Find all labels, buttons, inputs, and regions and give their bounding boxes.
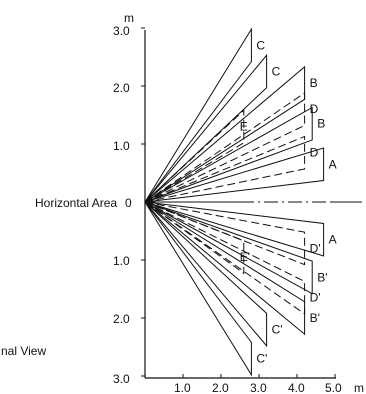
zone-outline-15 bbox=[144, 201, 252, 377]
x-tick-label-3: 3.0 bbox=[250, 381, 267, 394]
y-tick-label-upper-1: 1.0 bbox=[113, 139, 130, 153]
zone-label-1: C bbox=[272, 65, 281, 79]
zone-outline-12 bbox=[144, 201, 306, 315]
zone-outline-13 bbox=[144, 201, 306, 336]
zone-outline-2 bbox=[144, 65, 306, 203]
zone-label-5: E bbox=[240, 120, 248, 134]
zone-label-10: D' bbox=[310, 241, 321, 255]
zone-label-12: D' bbox=[310, 291, 321, 305]
y-tick-label-upper-2: 2.0 bbox=[113, 81, 130, 95]
zone-outline-11 bbox=[144, 201, 313, 295]
zone-outline-5 bbox=[144, 109, 245, 203]
side-view-caption: nal View bbox=[1, 344, 46, 358]
x-tick-label-1: 1.0 bbox=[174, 381, 191, 394]
zone-label-11: B' bbox=[317, 270, 327, 284]
x-axis-unit: m bbox=[354, 381, 364, 394]
y-tick-label-upper-3: 3.0 bbox=[113, 24, 130, 38]
zone-label-0: C bbox=[256, 38, 265, 52]
zone-label-4: B bbox=[317, 117, 325, 131]
zone-label-14: C' bbox=[272, 323, 283, 337]
zone-label-3: D bbox=[310, 102, 319, 116]
y-tick-label-lower-3: 3.0 bbox=[113, 372, 130, 386]
zone-label-15: C' bbox=[256, 352, 267, 366]
zone-outline-6 bbox=[144, 135, 306, 203]
x-tick-marks bbox=[182, 374, 336, 378]
zone-outline-10 bbox=[144, 201, 306, 266]
origin-label: 0 bbox=[125, 196, 132, 210]
x-tick-label-2: 2.0 bbox=[212, 381, 229, 394]
y-axis-unit: m bbox=[124, 11, 134, 25]
zone-label-6: D bbox=[310, 146, 319, 160]
zone-label-2: B bbox=[310, 76, 318, 90]
y-tick-marks bbox=[141, 27, 145, 377]
horizontal-area-label: Horizontal Area bbox=[35, 196, 117, 210]
y-tick-label-lower-2: 2.0 bbox=[113, 312, 130, 326]
zone-label-7: A bbox=[329, 157, 337, 171]
x-tick-label-5: 5.0 bbox=[325, 381, 342, 394]
zone-label-8: A bbox=[329, 233, 337, 247]
zone-outline-0 bbox=[144, 27, 252, 203]
zone-outline-7 bbox=[144, 147, 325, 203]
y-tick-label-lower-1: 1.0 bbox=[113, 254, 130, 268]
zone-outline-3 bbox=[144, 92, 306, 203]
zone-outline-1 bbox=[144, 53, 268, 203]
zone-outline-4 bbox=[144, 106, 313, 203]
x-tick-label-4: 4.0 bbox=[288, 381, 305, 394]
zone-outline-14 bbox=[144, 201, 268, 348]
zone-label-13: B' bbox=[310, 311, 320, 325]
zone-outline-8 bbox=[144, 201, 325, 257]
